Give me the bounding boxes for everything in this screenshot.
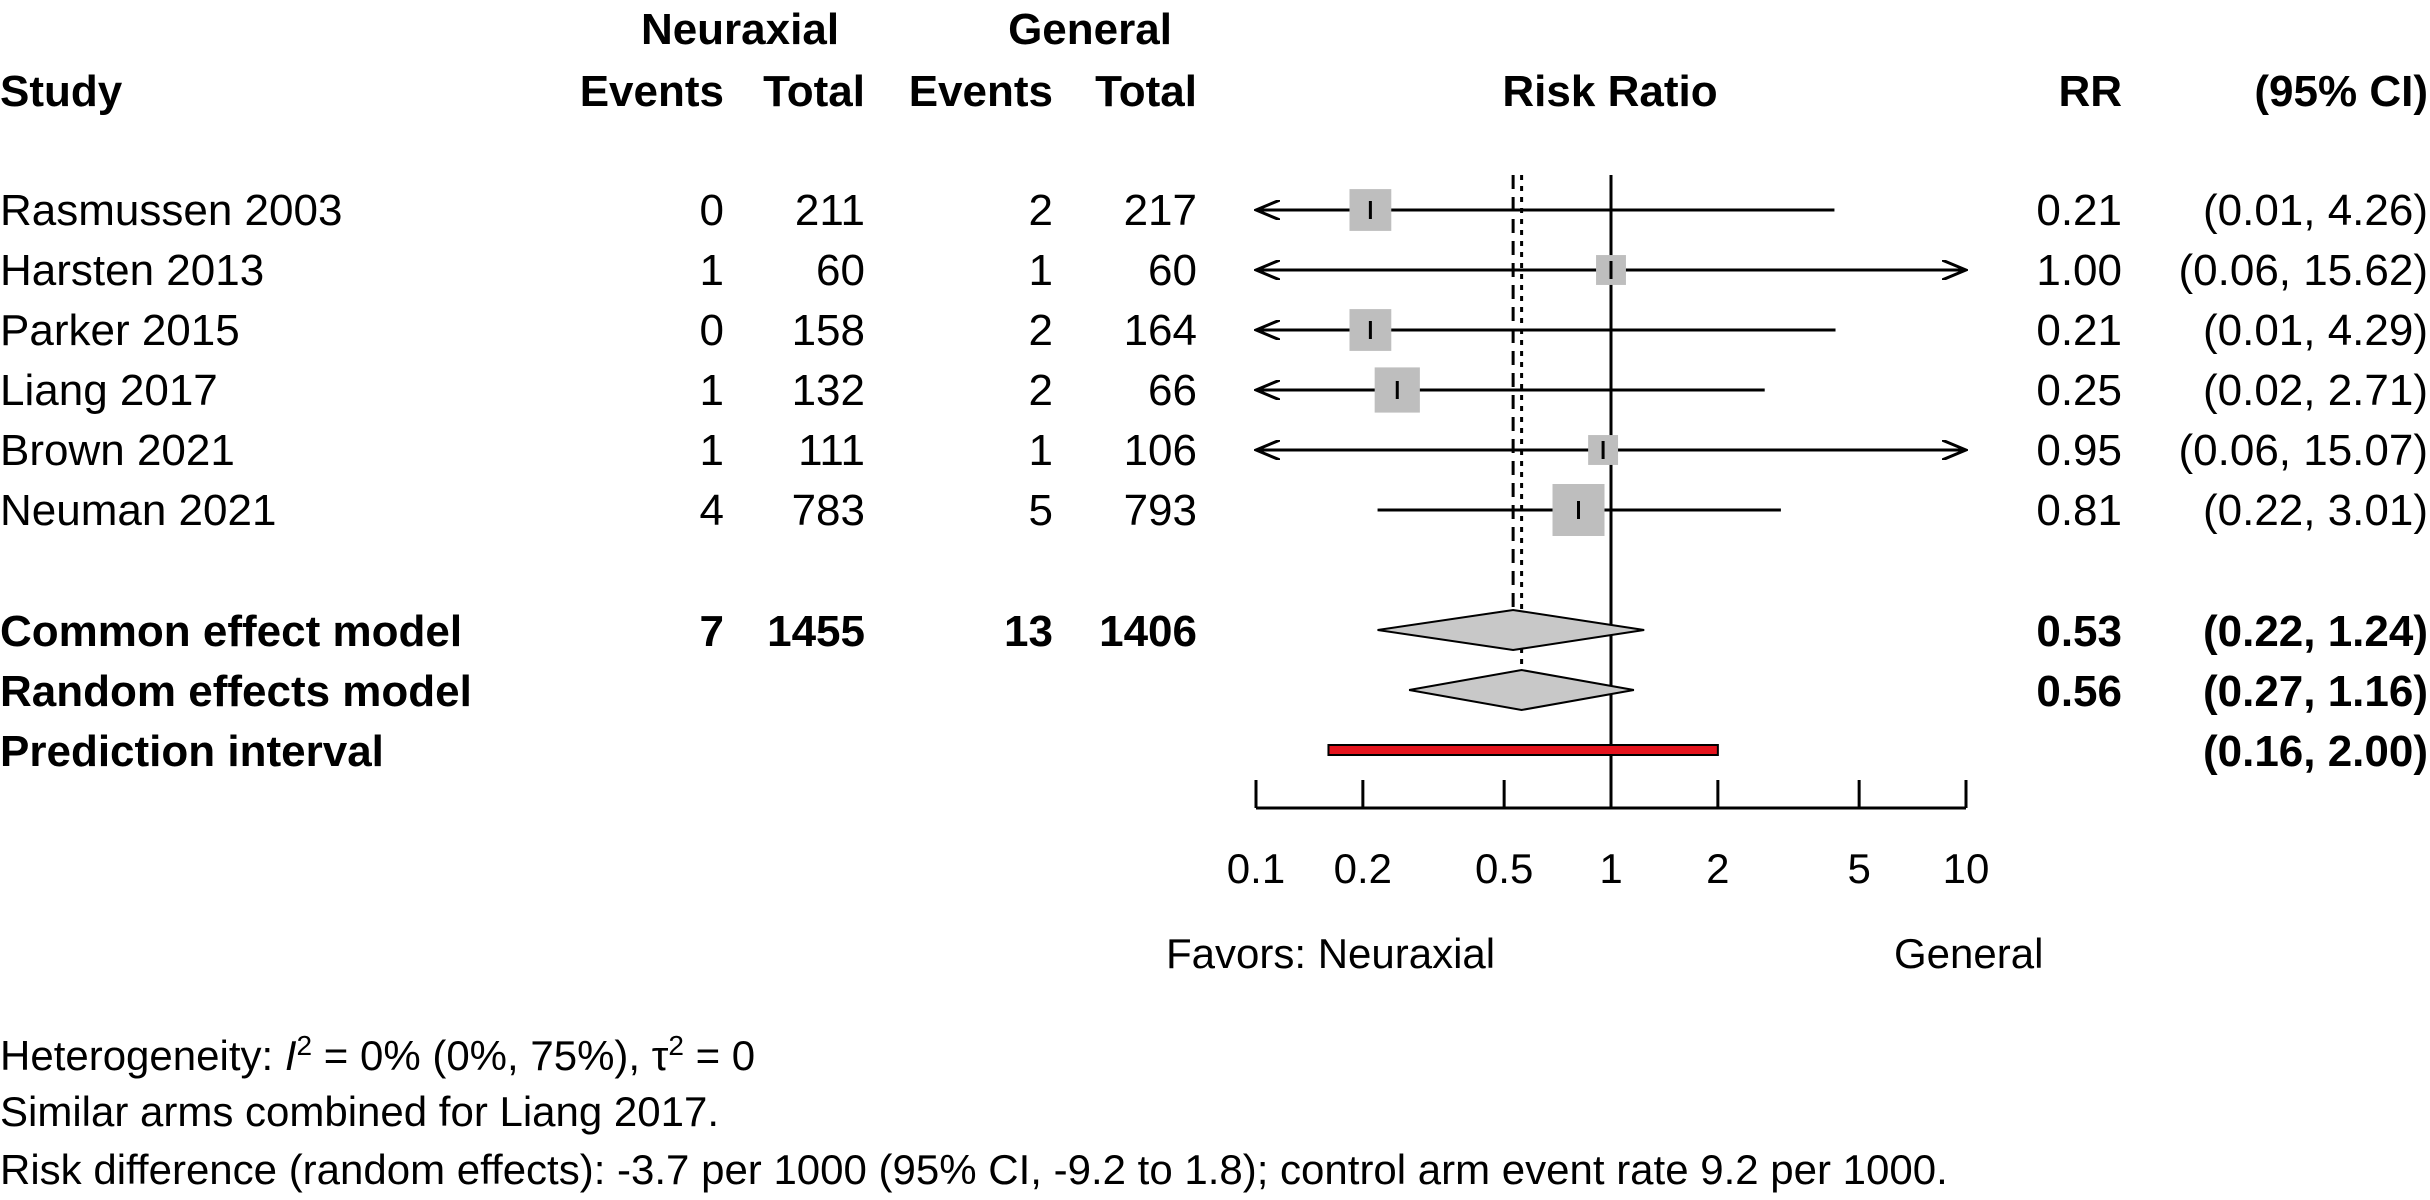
common-neuraxial-events: 7 <box>699 607 724 656</box>
heterogeneity-text: Heterogeneity: I2 = 0% (0%, 75%), τ2 = 0 <box>0 1030 755 1080</box>
common-general-total: 1406 <box>1099 607 1197 656</box>
study-name: Brown 2021 <box>0 426 235 475</box>
neuraxial-total: 158 <box>791 306 865 355</box>
general-total: 217 <box>1123 186 1197 235</box>
common-rr-value: 0.53 <box>2036 607 2122 656</box>
favors-right-label: General <box>1894 930 2044 977</box>
ci-value: (0.06, 15.07) <box>2178 426 2429 475</box>
risk-difference-note: Risk difference (random effects): -3.7 p… <box>0 1146 1948 1193</box>
neuraxial-events: 4 <box>699 486 724 535</box>
prediction-ci-value: (0.16, 2.00) <box>2202 727 2428 776</box>
neuraxial-events: 0 <box>699 186 724 235</box>
rr-value: 0.21 <box>2036 186 2122 235</box>
tau-value: = 0 <box>683 1032 756 1079</box>
general-total: 106 <box>1123 426 1197 475</box>
i2-value: = 0% (0%, 75%), <box>312 1032 652 1079</box>
rr-value: 0.95 <box>2036 426 2122 475</box>
study-name: Harsten 2013 <box>0 246 265 295</box>
neuraxial-total: 111 <box>798 426 865 475</box>
rr-value: 0.81 <box>2036 486 2122 535</box>
general-total: 164 <box>1123 306 1197 355</box>
prediction-interval-label: Prediction interval <box>0 727 384 776</box>
general-events: 2 <box>1028 186 1053 235</box>
header-events-general: Events <box>908 67 1053 116</box>
header-total-neuraxial: Total <box>763 67 865 116</box>
x-tick-label: 0.1 <box>1227 845 1285 892</box>
prediction-interval-bar <box>1327 744 1719 756</box>
header-ci: (95% CI) <box>2254 67 2428 116</box>
x-tick-label: 0.5 <box>1475 845 1533 892</box>
i2-symbol: I <box>284 1032 297 1079</box>
neuraxial-total: 783 <box>791 486 865 535</box>
general-events: 2 <box>1028 306 1053 355</box>
header-events-neuraxial: Events <box>579 67 724 116</box>
neuraxial-total: 132 <box>791 366 865 415</box>
x-tick-label: 5 <box>1847 845 1870 892</box>
neuraxial-events: 1 <box>699 366 724 415</box>
ci-value: (0.06, 15.62) <box>2178 246 2429 295</box>
tau-exponent: 2 <box>668 1030 684 1061</box>
header-study: Study <box>0 67 123 116</box>
heterogeneity-prefix: Heterogeneity: <box>0 1032 285 1079</box>
rr-value: 1.00 <box>2036 246 2122 295</box>
x-tick-label: 1 <box>1599 845 1622 892</box>
neuraxial-events: 1 <box>699 246 724 295</box>
i2-exponent: 2 <box>296 1030 313 1061</box>
common-neuraxial-total: 1455 <box>767 607 865 656</box>
study-name: Neuman 2021 <box>0 486 277 535</box>
study-name: Parker 2015 <box>0 306 240 355</box>
common-effect-diamond <box>1377 608 1645 652</box>
general-total: 793 <box>1123 486 1197 535</box>
study-name: Liang 2017 <box>0 366 218 415</box>
common-effect-label: Common effect model <box>0 607 463 656</box>
ci-value: (0.01, 4.29) <box>2202 306 2428 355</box>
header-group-general: General <box>1008 5 1172 54</box>
random-effects-diamond <box>1408 668 1635 712</box>
study-name: Rasmussen 2003 <box>0 186 343 235</box>
ci-value: (0.02, 2.71) <box>2202 366 2428 415</box>
similar-arms-note: Similar arms combined for Liang 2017. <box>0 1088 720 1135</box>
common-general-events: 13 <box>1004 607 1053 656</box>
forest-plot: 0.1 0.2 0.5 1 2 5 10 <box>1227 175 1990 892</box>
ci-value: (0.01, 4.26) <box>2202 186 2428 235</box>
neuraxial-events: 0 <box>699 306 724 355</box>
common-ci-value: (0.22, 1.24) <box>2202 607 2428 656</box>
header-total-general: Total <box>1095 67 1197 116</box>
neuraxial-events: 1 <box>699 426 724 475</box>
general-events: 1 <box>1028 246 1053 295</box>
tau-symbol: τ <box>651 1032 669 1079</box>
random-effects-label: Random effects model <box>0 667 472 716</box>
general-events: 5 <box>1028 486 1053 535</box>
favors-left-label: Favors: Neuraxial <box>1166 930 1496 977</box>
ci-value: (0.22, 3.01) <box>2202 486 2428 535</box>
general-total: 60 <box>1148 246 1197 295</box>
header-rr: RR <box>2058 67 2122 116</box>
x-tick-label: 10 <box>1943 845 1990 892</box>
random-rr-value: 0.56 <box>2036 667 2122 716</box>
general-events: 1 <box>1028 426 1053 475</box>
header-group-neuraxial: Neuraxial <box>640 5 840 54</box>
rr-value: 0.25 <box>2036 366 2122 415</box>
rr-value: 0.21 <box>2036 306 2122 355</box>
random-ci-value: (0.27, 1.16) <box>2202 667 2428 716</box>
general-events: 2 <box>1028 366 1053 415</box>
x-tick-label: 2 <box>1706 845 1729 892</box>
neuraxial-total: 60 <box>816 246 865 295</box>
x-tick-label: 0.2 <box>1334 845 1392 892</box>
general-total: 66 <box>1148 366 1197 415</box>
neuraxial-total: 211 <box>794 186 865 235</box>
header-measure: Risk Ratio <box>1502 67 1718 116</box>
